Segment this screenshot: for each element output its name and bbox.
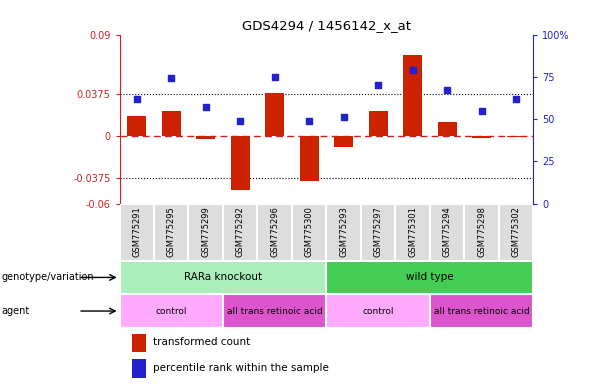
Bar [132,333,147,352]
Text: GSM775300: GSM775300 [305,207,314,257]
Bar [506,136,525,137]
Bar [327,294,430,328]
Point [304,118,314,124]
Point [270,74,280,80]
Text: GSM775302: GSM775302 [512,207,520,257]
Bar [465,204,499,261]
Point [408,67,417,73]
Bar [327,261,533,294]
Point [477,108,487,114]
Bar [334,136,353,147]
Text: control: control [156,306,187,316]
Bar [472,136,491,138]
Bar [368,111,387,136]
Bar [499,204,533,261]
Text: GSM775297: GSM775297 [374,207,383,257]
Bar [438,122,457,136]
Text: GSM775298: GSM775298 [477,207,486,257]
Point [442,87,452,93]
Bar [430,204,465,261]
Bar [120,294,223,328]
Text: GSM775295: GSM775295 [167,207,176,257]
Text: GSM775299: GSM775299 [201,207,210,257]
Bar [128,116,147,136]
Bar [223,294,327,328]
Text: GSM775294: GSM775294 [443,207,452,257]
Bar [292,204,327,261]
Bar [120,261,327,294]
Point [132,96,142,102]
Text: GSM775296: GSM775296 [270,207,279,257]
Bar [223,204,257,261]
Point [511,96,521,102]
Text: genotype/variation: genotype/variation [1,272,94,283]
Text: RARa knockout: RARa knockout [184,272,262,283]
Bar [132,359,147,377]
Bar [196,136,215,139]
Text: all trans retinoic acid: all trans retinoic acid [434,306,530,316]
Title: GDS4294 / 1456142_x_at: GDS4294 / 1456142_x_at [242,19,411,32]
Bar [361,204,395,261]
Text: GSM775301: GSM775301 [408,207,417,257]
Text: control: control [362,306,394,316]
Text: GSM775291: GSM775291 [132,207,141,257]
Text: percentile rank within the sample: percentile rank within the sample [153,363,329,373]
Bar [265,93,284,136]
Point [339,114,349,121]
Bar [327,204,361,261]
Bar [403,55,422,136]
Text: GSM775292: GSM775292 [236,207,245,257]
Point [201,104,211,110]
Point [235,118,245,124]
Bar [162,111,181,136]
Text: all trans retinoic acid: all trans retinoic acid [227,306,322,316]
Text: wild type: wild type [406,272,454,283]
Bar [395,204,430,261]
Bar [257,204,292,261]
Bar [189,204,223,261]
Bar [120,204,154,261]
Bar [300,136,319,181]
Text: transformed count: transformed count [153,337,250,347]
Text: agent: agent [1,306,29,316]
Bar [430,294,533,328]
Bar [154,204,189,261]
Bar [230,136,249,190]
Point [166,75,176,81]
Point [373,82,383,88]
Text: GSM775293: GSM775293 [339,207,348,257]
